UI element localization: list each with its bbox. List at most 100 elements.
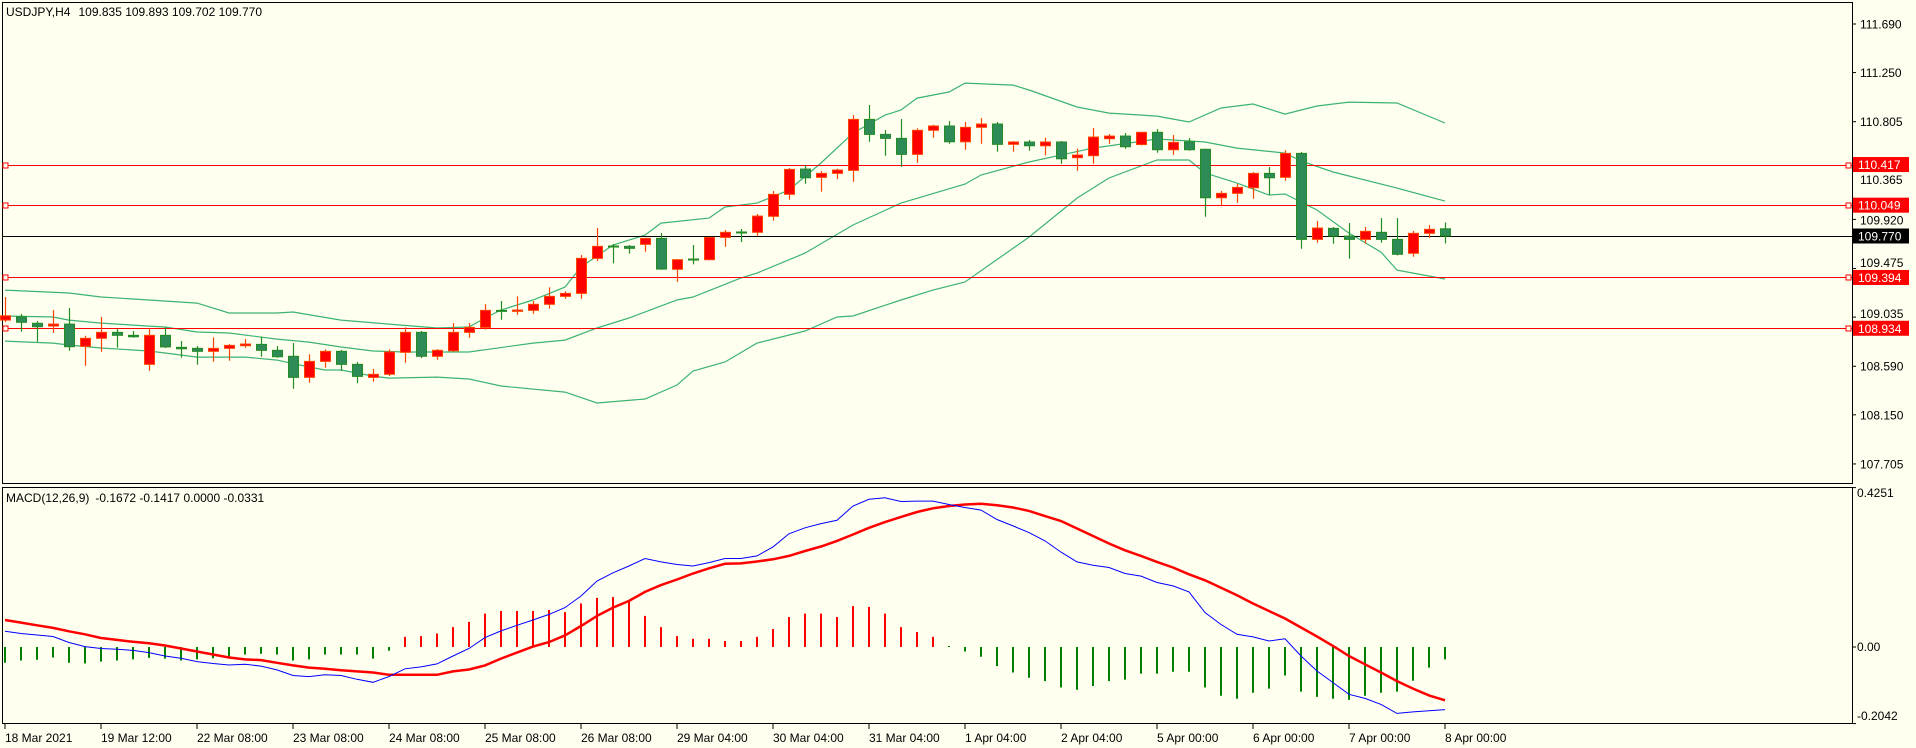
- level-price-label: 109.394: [1858, 271, 1902, 285]
- candle: [96, 317, 107, 352]
- level-line-handle-right[interactable]: [1845, 162, 1852, 169]
- candle: [400, 327, 411, 363]
- candle: [144, 328, 155, 371]
- macd-pane-frame: [2, 487, 1853, 724]
- macd-tick-label: -0.2042: [1857, 709, 1898, 723]
- candle-body-bear: [176, 346, 187, 350]
- candle-body-bull: [768, 193, 779, 217]
- candle-body-bear: [416, 331, 427, 357]
- candle-body-bull: [1280, 152, 1291, 178]
- candle-body-bull: [1232, 186, 1243, 194]
- time-tick-label: 6 Apr 00:00: [1253, 731, 1315, 745]
- candle-body-bear: [1264, 172, 1275, 179]
- candle-body-bear: [864, 118, 875, 135]
- candle: [1408, 231, 1419, 257]
- price-axis: 111.690 111.250 110.805 110.365 109.920 109.4…: [1852, 18, 1904, 725]
- candle-body-bear: [1152, 131, 1163, 151]
- candle: [480, 304, 491, 330]
- candle: [1056, 141, 1067, 164]
- candle: [1216, 191, 1227, 206]
- candle: [1072, 148, 1083, 171]
- price-tick-label: 109.475: [1860, 256, 1904, 270]
- candle-body-bull: [1168, 141, 1179, 151]
- price-tick-label: 109.920: [1860, 214, 1904, 228]
- time-tick-label: 2 Apr 04:00: [1061, 731, 1123, 745]
- time-tick-label: 30 Mar 04:00: [773, 731, 844, 745]
- candle-body-bear: [336, 350, 347, 365]
- time-tick-label: 1 Apr 04:00: [965, 731, 1027, 745]
- candle-body-bear: [992, 123, 1003, 145]
- candle: [1184, 138, 1195, 151]
- candle-body-bull: [784, 168, 795, 195]
- candle-body-bull: [464, 326, 475, 333]
- candle: [288, 343, 299, 389]
- candle-body-bull: [720, 231, 731, 238]
- candle: [1424, 225, 1435, 238]
- candle-body-bull: [1248, 172, 1259, 189]
- candle: [1040, 137, 1051, 156]
- candle-body-bear: [1120, 135, 1131, 148]
- candle: [896, 119, 907, 167]
- level-line-handle-left[interactable]: [2, 274, 9, 281]
- candle: [704, 236, 715, 261]
- candle: [1232, 184, 1243, 203]
- candle: [384, 349, 395, 377]
- candle: [560, 291, 571, 299]
- candle: [608, 244, 619, 264]
- candle-body-bull: [368, 373, 379, 378]
- level-line-handle-right[interactable]: [1845, 325, 1852, 332]
- candle: [1392, 218, 1403, 256]
- candle-body-bear: [1328, 227, 1339, 237]
- candle: [832, 168, 843, 180]
- candle: [320, 349, 331, 368]
- candle: [1088, 127, 1099, 164]
- time-axis: 18 Mar 2021 19 Mar 12:00 22 Mar 08:00 23 Ma…: [4, 724, 1507, 745]
- candle: [1344, 223, 1355, 259]
- candle-body-bear: [352, 363, 363, 377]
- candle-body-bull: [1072, 154, 1083, 159]
- candle: [416, 331, 427, 359]
- macd-signal-line: [4, 502, 1446, 702]
- candle-body-bull: [848, 118, 859, 171]
- candle: [1360, 227, 1371, 244]
- level-line-handle-right[interactable]: [1845, 274, 1852, 281]
- candle: [32, 321, 43, 342]
- candle-body-bear: [1296, 152, 1307, 240]
- symbol-label: USDJPY,H4: [6, 5, 71, 19]
- horizontal-levels[interactable]: [2, 162, 1852, 332]
- candle-body-bull: [384, 351, 395, 375]
- level-line-handle-left[interactable]: [2, 162, 9, 169]
- macd-indicator: [4, 497, 1446, 714]
- candle-body-bear: [1344, 235, 1355, 240]
- candle-body-bull: [80, 337, 91, 347]
- time-tick-label: 24 Mar 08:00: [389, 731, 460, 745]
- macd-tick-label: 0.4251: [1857, 486, 1894, 500]
- level-line-handle-left[interactable]: [2, 325, 9, 332]
- candle: [1280, 150, 1291, 181]
- candle-body-bear: [1056, 141, 1067, 160]
- level-line-handle-left[interactable]: [2, 202, 9, 209]
- candle: [1376, 218, 1387, 243]
- candle-body-bull: [1136, 131, 1147, 146]
- candle-body-bull: [432, 349, 443, 357]
- candle-body-bull: [1216, 192, 1227, 199]
- level-price-badge: [1853, 320, 1909, 336]
- candle: [880, 130, 891, 156]
- candle: [0, 297, 11, 323]
- candle-body-bear: [1376, 231, 1387, 240]
- candle-body-bull: [304, 360, 315, 378]
- macd-values-readout: -0.1672 -0.1417 0.0000 -0.0331: [95, 491, 264, 505]
- candle: [816, 171, 827, 192]
- candle-body-bear: [272, 349, 283, 358]
- candle: [640, 237, 651, 252]
- candle-body-bull: [48, 323, 59, 327]
- candle-body-bull: [1104, 135, 1115, 140]
- candle-body-bear: [896, 137, 907, 155]
- candle: [192, 346, 203, 365]
- macd-header: MACD(12,26,9) -0.1672 -0.1417 0.0000 -0.0…: [6, 491, 265, 505]
- candle-body-bear: [944, 125, 955, 143]
- level-line-handle-right[interactable]: [1845, 202, 1852, 209]
- candle: [720, 230, 731, 247]
- candle-body-bear: [736, 231, 747, 234]
